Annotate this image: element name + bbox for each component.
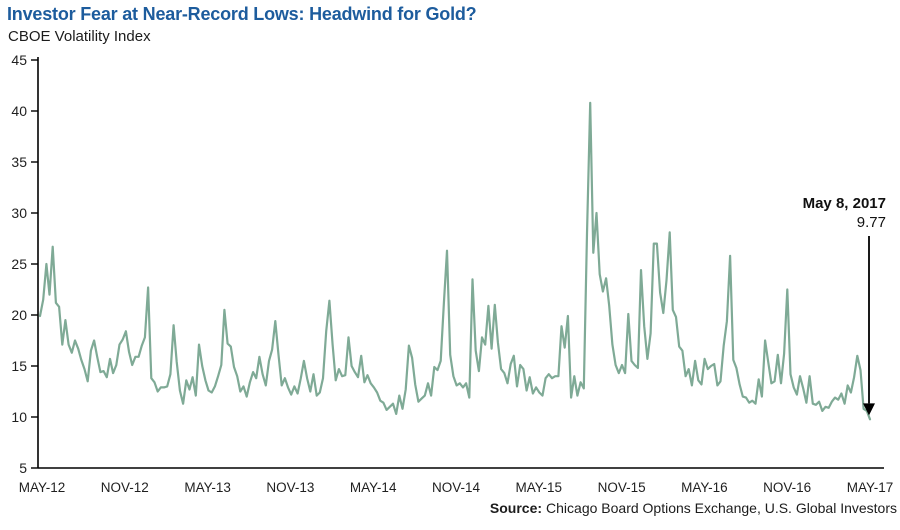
y-tick-label: 20 — [11, 307, 27, 323]
y-tick-label: 45 — [11, 52, 27, 68]
x-tick-label: MAY-12 — [19, 480, 66, 495]
x-tick-label: MAY-14 — [350, 480, 397, 495]
x-tick-label: MAY-15 — [516, 480, 563, 495]
y-tick-label: 10 — [11, 409, 27, 425]
y-tick-label: 5 — [19, 460, 27, 476]
annotation-date: May 8, 2017 — [803, 195, 886, 212]
y-tick-label: 35 — [11, 154, 27, 170]
x-tick-label: NOV-16 — [763, 480, 811, 495]
vix-line — [38, 101, 872, 421]
x-tick-label: MAY-17 — [847, 480, 894, 495]
x-tick-label: NOV-13 — [266, 480, 314, 495]
source-credit: Source: Chicago Board Options Exchange, U… — [490, 500, 897, 516]
chart-title: Investor Fear at Near-Record Lows: Headw… — [7, 4, 477, 24]
chart-subtitle: CBOE Volatility Index — [8, 28, 151, 45]
x-tick-label: NOV-12 — [101, 480, 149, 495]
x-tick-label: NOV-15 — [598, 480, 646, 495]
x-tick-label: MAY-13 — [184, 480, 231, 495]
source-text: Chicago Board Options Exchange, U.S. Glo… — [546, 500, 897, 516]
y-tick-label: 30 — [11, 205, 27, 221]
y-tick-label: 40 — [11, 103, 27, 119]
y-tick-label: 15 — [11, 358, 27, 374]
annotation-arrowhead — [863, 403, 875, 416]
annotation-value: 9.77 — [857, 214, 886, 231]
x-tick-label: NOV-14 — [432, 480, 481, 495]
annotation-may-8-2017: May 8, 2017 9.77 — [803, 195, 886, 416]
x-tick-label: MAY-16 — [681, 480, 728, 495]
y-tick-label: 25 — [11, 256, 27, 272]
source-label: Source: — [489, 500, 543, 516]
